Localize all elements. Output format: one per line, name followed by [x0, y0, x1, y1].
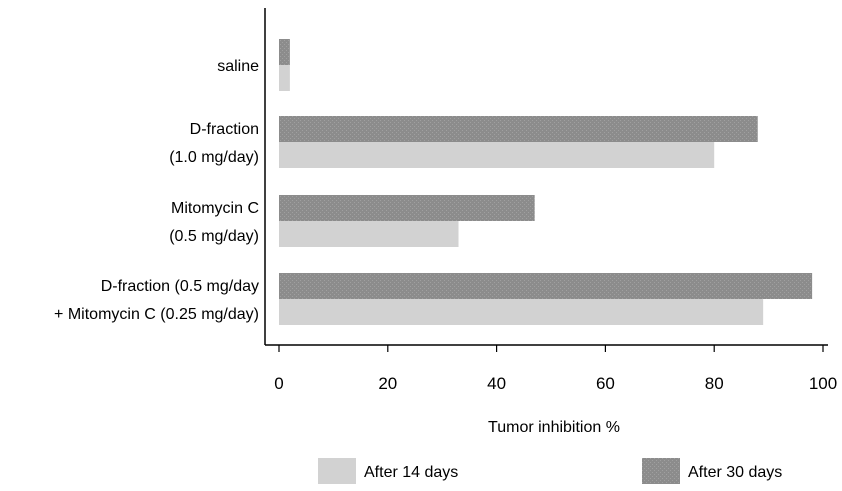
x-tick-label-100: 100 — [809, 374, 837, 393]
bar-14-days-0 — [279, 65, 290, 91]
category-label-2-0: Mitomycin C — [171, 200, 259, 217]
legend: After 14 days After 30 days — [318, 458, 782, 484]
category-label-3-0: D-fraction (0.5 mg/day — [101, 278, 259, 295]
legend-swatch-0 — [318, 458, 356, 484]
bar-14-days-1 — [279, 142, 715, 168]
bars-group — [279, 39, 813, 325]
legend-label-0: After 14 days — [364, 464, 458, 481]
x-tick-label-80: 80 — [705, 374, 724, 393]
x-tick-label-0: 0 — [274, 374, 283, 393]
bar-30-days-0 — [279, 39, 290, 65]
bar-30-days-3 — [279, 273, 813, 299]
bar-30-days-1 — [279, 116, 758, 142]
category-label-2-1: (0.5 mg/day) — [169, 228, 259, 245]
category-label-1-0: D-fraction — [190, 121, 259, 138]
category-label-3-1: + Mitomycin C (0.25 mg/day) — [54, 306, 259, 323]
category-label-1-1: (1.0 mg/day) — [169, 149, 259, 166]
x-tick-label-60: 60 — [596, 374, 615, 393]
x-axis-ticks: 0 20 40 60 80 100 — [274, 345, 837, 393]
bar-14-days-3 — [279, 299, 764, 325]
bar-14-days-2 — [279, 221, 459, 247]
category-label-0-0: saline — [217, 58, 259, 75]
x-tick-label-20: 20 — [378, 374, 397, 393]
bar-30-days-2 — [279, 195, 535, 221]
x-axis-title: Tumor inhibition % — [488, 419, 620, 436]
x-tick-label-40: 40 — [487, 374, 506, 393]
category-labels: saline D-fraction (1.0 mg/day) Mitomycin C (… — [54, 58, 259, 323]
legend-swatch-1 — [642, 458, 680, 484]
legend-label-1: After 30 days — [688, 464, 782, 481]
